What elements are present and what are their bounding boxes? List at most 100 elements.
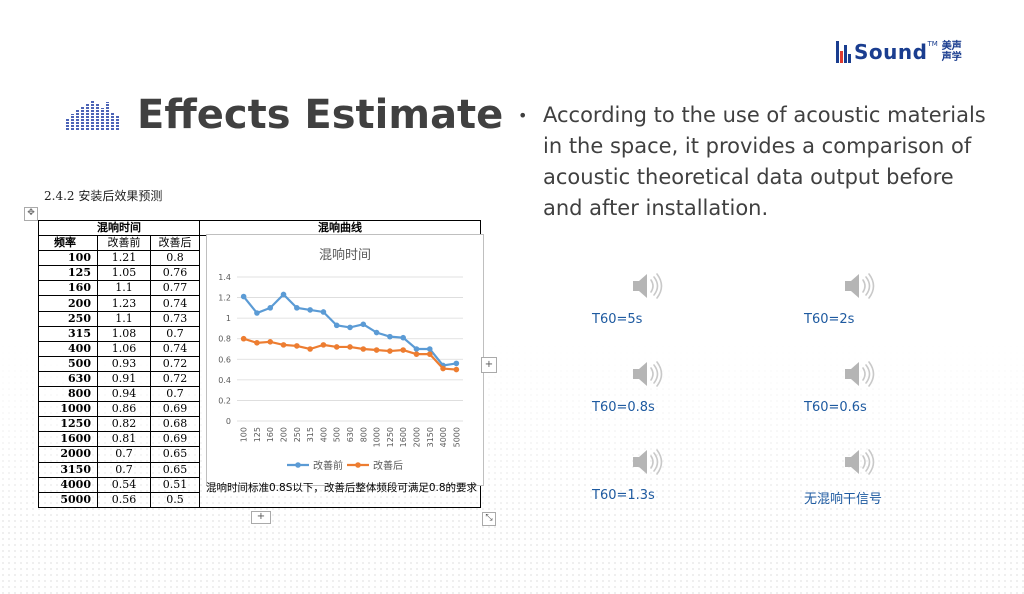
sound-item-dry-signal[interactable]: 无混响干信号 [804,444,924,507]
sound-label[interactable]: T60=2s [804,312,855,327]
slide-title: Effects Estimate [137,92,504,138]
cell-frequency: 200 [38,295,98,312]
reverb-chart: 混响时间 0 0.2 0.4 0.6 0.8 1 1.2 1.4 100 125 160 200 250 3… [206,234,484,486]
x-tick-label: 315 [306,427,315,442]
speaker-icon[interactable] [840,444,876,480]
description-text: According to the use of acoustic materia… [543,103,986,220]
legend-label: 改善后 [373,459,403,472]
table-row: 400 1.06 0.74 [38,340,481,357]
data-point [413,351,420,357]
table-resize-handle-icon[interactable]: ⤡ [482,512,496,526]
table-header-reverb-time: 混响时间 [38,219,200,237]
cell-after: 0.7 [150,386,200,403]
data-point [307,307,313,313]
add-column-button[interactable]: + [481,357,497,373]
table-row: 3150 0.7 0.65 [38,461,481,478]
data-point [400,334,406,341]
cell-after: 0.7 [150,325,200,342]
chart-title: 混响时间 [319,247,371,263]
column-header-after: 改善后 [150,235,200,252]
data-point [294,343,300,349]
cell-after: 0.74 [150,295,200,312]
sound-item-t60-5s[interactable]: T60=5s [592,268,712,327]
cell-after: 0.68 [150,416,200,433]
cell-after: 0.74 [150,340,200,357]
sound-item-t60-0-6s[interactable]: T60=0.6s [804,356,924,415]
y-tick-label: 0.8 [218,335,231,344]
cell-frequency: 1250 [38,416,98,433]
speaker-icon[interactable] [628,444,664,480]
cell-after: 0.65 [150,461,200,478]
x-tick-label: 800 [359,427,368,442]
data-point [240,335,247,342]
cell-frequency: 4000 [38,476,98,493]
cell-before: 1.06 [97,340,151,357]
data-point [453,366,460,373]
cell-after: 0.69 [150,401,200,418]
data-point [387,348,393,354]
legend-label: 改善前 [313,459,343,472]
speaker-icon[interactable] [840,268,876,304]
y-tick-label: 0 [226,417,231,426]
cell-frequency: 125 [38,265,98,282]
sound-label[interactable]: T60=0.8s [592,400,655,415]
data-point [453,360,460,367]
speaker-icon[interactable] [628,268,664,304]
data-point [347,344,353,350]
table-row: 800 0.94 0.7 [38,386,481,403]
sound-item-t60-1-3s[interactable]: T60=1.3s [592,444,712,503]
data-point [294,305,300,311]
table-move-handle-icon[interactable]: ✥ [24,207,38,221]
slide-title-group: Effects Estimate [66,92,503,138]
data-point [280,342,287,348]
cell-frequency: 3150 [38,461,98,478]
cell-before: 0.81 [97,431,151,448]
cell-frequency: 1000 [38,401,98,418]
x-tick-label: 5000 [452,427,461,447]
x-tick-label: 400 [319,427,328,442]
cell-frequency: 1600 [38,431,98,448]
cell-before: 0.91 [97,370,151,388]
cell-before: 0.86 [97,401,151,418]
sound-item-t60-0-8s[interactable]: T60=0.8s [592,356,712,415]
table-row: 1000 0.86 0.69 [38,401,481,418]
description-bullet: • According to the use of acoustic mater… [518,100,988,224]
legend-marker [355,462,361,468]
column-header-frequency: 频率 [38,235,98,252]
sound-item-t60-2s[interactable]: T60=2s [804,268,924,327]
sound-label[interactable]: T60=5s [592,312,643,327]
cell-after: 0.76 [150,265,200,282]
cell-before: 0.93 [97,355,151,372]
data-point [413,346,420,352]
x-tick-label: 1000 [373,427,382,447]
cell-frequency: 250 [38,310,98,327]
cell-before: 0.56 [97,491,151,508]
data-point [400,347,406,353]
table-row: 4000 0.54 0.51 [38,476,481,493]
add-row-button[interactable]: + [251,511,271,524]
doc-section-heading: 2.4.2 安装后效果预测 [44,189,163,203]
data-point [254,340,260,346]
data-point [320,342,327,348]
y-tick-label: 1 [226,314,231,323]
x-tick-label: 3150 [426,427,435,447]
y-tick-label: 1.4 [218,273,231,282]
sound-label[interactable]: T60=0.6s [804,400,867,415]
speaker-icon[interactable] [840,356,876,392]
sound-label[interactable]: T60=1.3s [592,488,655,503]
x-tick-label: 2000 [412,427,421,447]
data-point [360,321,367,328]
speaker-icon[interactable] [628,356,664,392]
cell-frequency: 5000 [38,491,98,508]
data-point [360,346,367,352]
logo-mark-icon [836,41,851,63]
y-tick-label: 0.4 [218,376,231,385]
sound-label[interactable]: 无混响干信号 [804,492,883,507]
data-point [267,339,274,345]
cell-frequency: 500 [38,355,98,372]
y-tick-label: 1.2 [218,294,231,303]
series-line-after [243,337,457,371]
table-row: 125 1.05 0.76 [38,265,481,282]
cell-after: 0.69 [150,431,200,448]
table-row: 5000 0.56 0.5 [38,491,481,508]
